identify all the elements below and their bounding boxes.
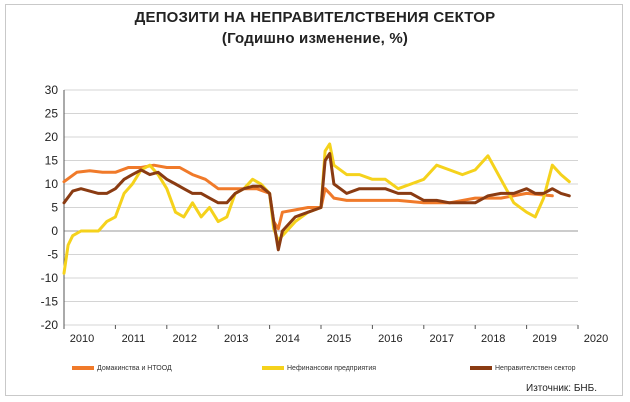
legend-swatch-nonfinancial [262, 366, 284, 370]
x-tick-label: 2011 [122, 333, 146, 345]
x-tick-label: 2017 [430, 333, 454, 345]
chart-title: ДЕПОЗИТИ НА НЕПРАВИТЕЛСТВЕНИЯ СЕКТОР [134, 9, 496, 26]
legend-label-nongov: Неправителствен сектор [495, 364, 576, 372]
x-tick-label: 2018 [481, 333, 505, 345]
legend-item-nonfinancial: Нефинансови предприятия [262, 362, 376, 374]
y-tick-label: 30 [45, 83, 59, 97]
source-note: Източник: БНБ. [526, 383, 597, 394]
legend-swatch-households [72, 366, 94, 370]
series-line-households [62, 163, 554, 231]
y-tick-label: 20 [45, 130, 59, 144]
series-line-nongov [62, 152, 571, 252]
legend-item-nongov: Неправителствен сектор [470, 362, 576, 374]
legend-swatch-nongov [470, 366, 492, 370]
y-tick-label: 10 [45, 177, 59, 191]
legend-item-households: Домакинства и НТООД [72, 362, 172, 374]
series-line-nonfinancial [62, 142, 571, 275]
legend-label-nonfinancial: Нефинансови предприятия [287, 364, 377, 372]
x-tick-label: 2019 [532, 333, 556, 345]
x-tick-label: 2020 [584, 333, 608, 345]
x-tick-label: 2016 [378, 333, 402, 345]
x-tick-label: 2012 [173, 333, 197, 345]
y-tick-label: 0 [51, 224, 58, 238]
x-tick-label: 2013 [224, 333, 248, 345]
x-tick-label: 2010 [70, 333, 94, 345]
x-tick-label: 2014 [275, 333, 299, 345]
y-tick-label: -15 [41, 295, 59, 309]
legend-label-households: Домакинства и НТООД [97, 364, 172, 372]
y-tick-label: -20 [41, 318, 59, 332]
y-tick-label: -5 [47, 248, 58, 262]
y-tick-label: 25 [45, 107, 59, 121]
chart-frame [5, 4, 623, 396]
chart-subtitle: (Годишно изменение, %) [221, 30, 409, 47]
y-tick-label: -10 [41, 271, 59, 285]
y-tick-label: 15 [45, 154, 59, 168]
x-tick-label: 2015 [327, 333, 351, 345]
y-tick-label: 5 [51, 201, 58, 215]
